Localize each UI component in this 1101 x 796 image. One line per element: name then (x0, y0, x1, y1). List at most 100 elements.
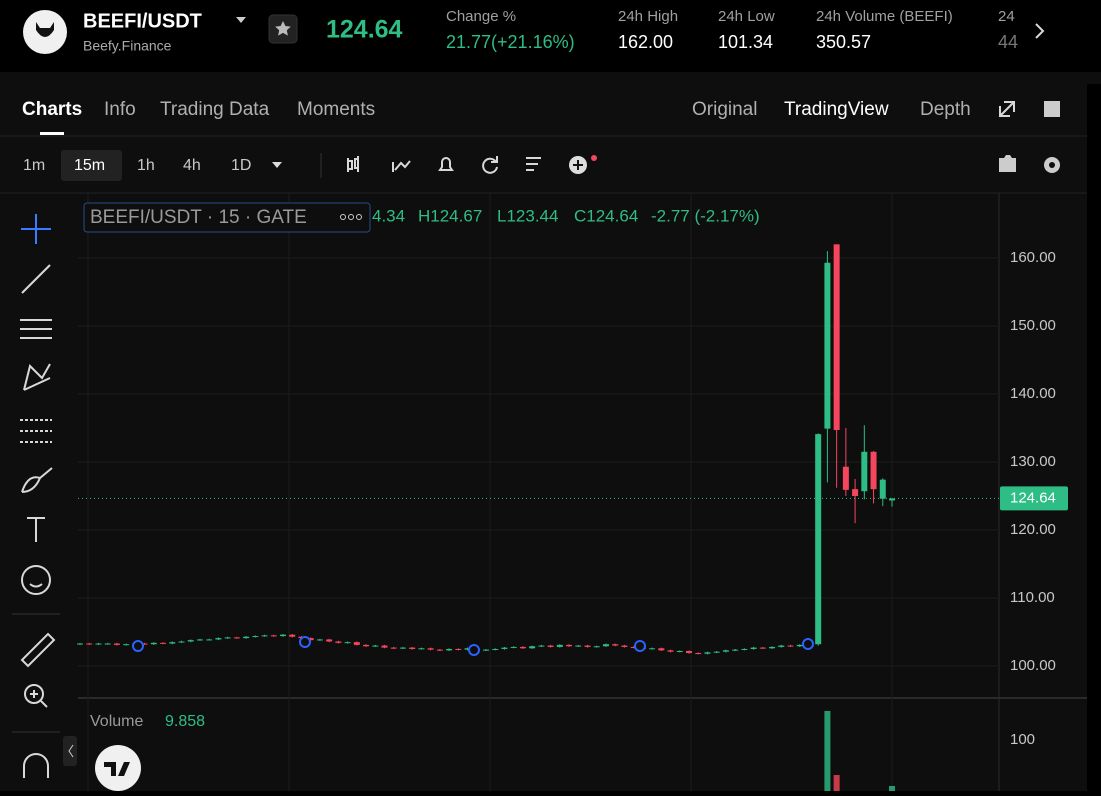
candle-body (464, 648, 471, 650)
candle-icon[interactable] (347, 156, 359, 172)
tab[interactable]: Charts (22, 99, 82, 120)
event-marker[interactable] (299, 636, 311, 648)
view-option[interactable]: Original (692, 99, 757, 120)
settings-hole (1049, 162, 1055, 168)
view-option[interactable]: TradingView (784, 99, 889, 120)
tab[interactable]: Trading Data (160, 99, 270, 120)
y-tick-label: 110.00 (1010, 589, 1055, 606)
interval-caret[interactable] (272, 162, 282, 168)
notify-dot (591, 155, 597, 161)
event-marker[interactable] (634, 640, 646, 652)
legend-title: BEEFI/USDT · 15 · GATE (90, 207, 307, 228)
interval[interactable]: 15m (74, 157, 105, 174)
tradingview-logo[interactable] (95, 745, 141, 791)
candle-body (769, 646, 776, 649)
candle-body (206, 639, 213, 641)
candle-body (722, 650, 729, 652)
fullscreen-icon[interactable] (999, 101, 1015, 117)
event-marker[interactable] (132, 640, 144, 652)
y-tick-label: 160.00 (1010, 249, 1056, 266)
candle-body (418, 648, 425, 650)
alert-icon[interactable] (438, 157, 454, 171)
camera-icon[interactable] (999, 155, 1016, 172)
candle-body (501, 647, 508, 649)
candle-body (538, 645, 545, 647)
candle-body (686, 651, 692, 654)
interval[interactable]: 4h (183, 157, 201, 174)
fib-tool[interactable] (20, 319, 52, 339)
star-icon (275, 21, 291, 36)
candle-body (233, 637, 240, 639)
candle-body (676, 651, 683, 653)
event-markers (132, 636, 814, 656)
candle-body (409, 647, 416, 649)
crosshair-tool[interactable] (21, 214, 51, 244)
last-price-label: 124.64 (1010, 489, 1056, 506)
candle-body (316, 639, 323, 641)
right-gutter (1087, 84, 1101, 791)
event-marker[interactable] (802, 638, 814, 650)
candle-body (602, 644, 609, 647)
more-icon[interactable] (340, 214, 362, 220)
candle-body (658, 648, 665, 651)
last-price: 124.64 (326, 16, 403, 44)
pattern-tool[interactable] (23, 363, 51, 391)
drawing-toolbar (12, 214, 60, 778)
interval[interactable]: 1m (23, 157, 45, 174)
zoom-tool[interactable] (24, 684, 44, 704)
candle-body (390, 647, 397, 649)
line-tool[interactable] (21, 264, 51, 294)
candle-body (556, 644, 563, 647)
candle-body (704, 652, 711, 654)
next-arrow[interactable] (1035, 23, 1045, 39)
symbol[interactable]: BEEFI/USDT (83, 10, 202, 32)
replay-icon[interactable] (482, 156, 498, 174)
magnet-tool[interactable] (23, 753, 49, 778)
candle-body (326, 639, 333, 642)
candle-body (150, 642, 157, 645)
candle-body (243, 636, 250, 639)
candle-body (750, 647, 757, 649)
template-icon[interactable] (526, 157, 541, 171)
volume-bar (889, 785, 895, 791)
ohlc-value: H124.67 (418, 206, 482, 225)
collapse-button[interactable] (63, 736, 77, 766)
tab[interactable]: Moments (297, 99, 375, 120)
candle-body (196, 639, 203, 641)
interval[interactable]: 1h (137, 157, 155, 174)
candle-body (270, 635, 277, 637)
candle-body (612, 644, 619, 646)
volume-title: Volume (90, 713, 143, 730)
event-marker[interactable] (468, 644, 480, 656)
candle-body (630, 646, 637, 648)
candle-body (713, 651, 720, 653)
candle-body (787, 645, 794, 647)
layout-icon[interactable] (1044, 101, 1060, 117)
candle-body (86, 643, 93, 645)
interval[interactable]: 1D (231, 157, 251, 174)
candle-body (575, 645, 582, 647)
brush-tool[interactable] (21, 467, 53, 493)
candle-body (547, 645, 554, 647)
stat-value: 101.34 (718, 32, 773, 52)
stat-label: Change % (446, 8, 516, 25)
header-bar (0, 0, 1101, 72)
view-option[interactable]: Depth (920, 99, 971, 120)
volume-bar (833, 774, 840, 791)
candle-body (667, 650, 674, 652)
emoji-tool[interactable] (21, 565, 51, 595)
ruler-tool[interactable] (20, 632, 56, 668)
indicator-icon[interactable] (392, 160, 411, 172)
legend-box[interactable] (83, 202, 371, 233)
candle-body (224, 637, 231, 639)
symbol-caret[interactable] (236, 17, 246, 23)
active-tab-underline (40, 132, 64, 135)
candle-body (621, 645, 628, 647)
candle-body (879, 479, 886, 499)
candle-body (123, 644, 130, 646)
projection-tool[interactable] (20, 419, 52, 443)
tab[interactable]: Info (104, 99, 136, 120)
active-interval-bg (61, 150, 122, 181)
text-tool[interactable] (27, 517, 45, 542)
